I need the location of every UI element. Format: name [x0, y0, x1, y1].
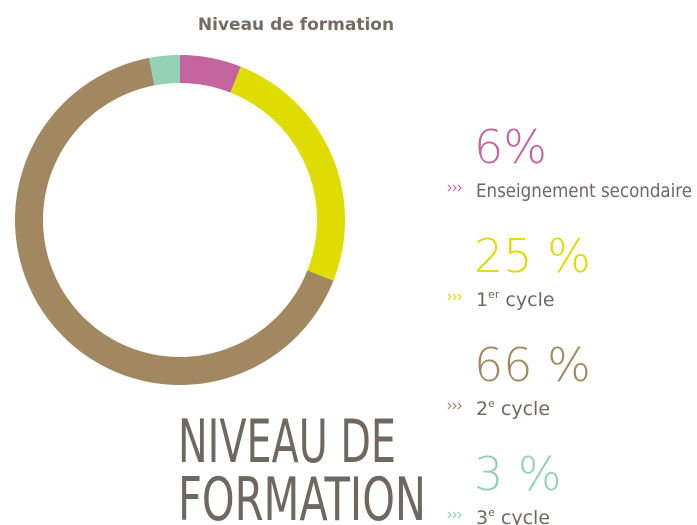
chevron	[452, 402, 457, 410]
chevron	[457, 293, 462, 301]
heading: NIVEAU DE	[178, 407, 396, 477]
value-label: 3 %	[474, 447, 562, 501]
category-label: 3e cycle	[476, 506, 550, 525]
value-label: 66 %	[474, 338, 591, 392]
chevrons	[447, 402, 462, 410]
chevron	[457, 511, 462, 519]
chevron	[447, 184, 452, 192]
chevrons	[447, 184, 462, 192]
value-label: 6%	[474, 120, 547, 174]
category-label: 1er cycle	[476, 288, 555, 311]
donut-segment	[230, 66, 345, 281]
chart-title: Niveau de formation	[198, 15, 394, 35]
chevrons	[447, 511, 462, 519]
chevron	[447, 511, 452, 519]
value-label: 25 %	[474, 229, 591, 283]
chevron	[447, 402, 452, 410]
chevron	[452, 511, 457, 519]
donut-segment	[180, 55, 241, 93]
donut-segment	[149, 55, 180, 86]
heading: FORMATION	[178, 465, 426, 525]
category-label: 2e cycle	[476, 397, 550, 420]
chevron	[457, 184, 462, 192]
category-label: Enseignement secondaire	[476, 180, 692, 202]
chevron	[452, 293, 457, 301]
chevron	[457, 402, 462, 410]
chevron	[447, 293, 452, 301]
chevron	[452, 184, 457, 192]
chevrons	[447, 293, 462, 301]
